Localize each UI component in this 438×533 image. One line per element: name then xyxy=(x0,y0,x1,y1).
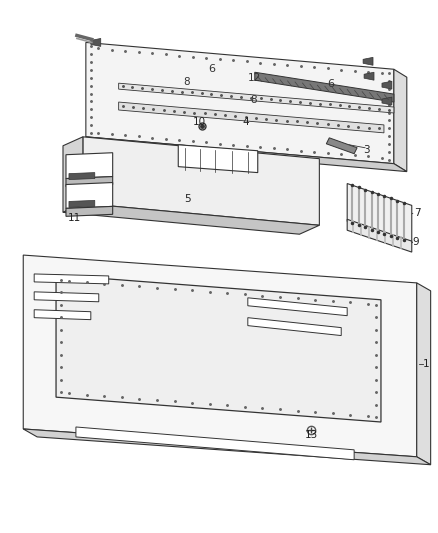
Text: 13: 13 xyxy=(304,430,318,440)
Text: 10: 10 xyxy=(193,117,206,127)
Polygon shape xyxy=(23,429,431,465)
Polygon shape xyxy=(23,255,417,457)
Polygon shape xyxy=(56,275,381,422)
Text: 9: 9 xyxy=(413,237,420,247)
Text: 5: 5 xyxy=(184,195,191,205)
Polygon shape xyxy=(86,137,407,172)
Polygon shape xyxy=(69,200,95,207)
Polygon shape xyxy=(66,206,113,216)
Text: 3: 3 xyxy=(363,145,370,155)
Polygon shape xyxy=(34,274,109,284)
Polygon shape xyxy=(363,58,373,65)
Text: 1: 1 xyxy=(423,359,429,369)
Polygon shape xyxy=(119,102,384,133)
Polygon shape xyxy=(382,97,392,105)
Polygon shape xyxy=(91,38,101,46)
Polygon shape xyxy=(382,81,392,89)
Polygon shape xyxy=(69,173,95,180)
Polygon shape xyxy=(34,310,91,320)
Polygon shape xyxy=(66,182,113,208)
Polygon shape xyxy=(255,72,394,102)
Polygon shape xyxy=(63,137,83,212)
Polygon shape xyxy=(248,298,347,316)
Text: 4: 4 xyxy=(243,117,250,127)
Polygon shape xyxy=(63,204,319,234)
Polygon shape xyxy=(394,69,407,172)
Polygon shape xyxy=(326,138,357,154)
Text: 11: 11 xyxy=(68,213,81,223)
Polygon shape xyxy=(66,176,113,187)
Polygon shape xyxy=(347,219,412,252)
Polygon shape xyxy=(364,72,374,80)
Polygon shape xyxy=(347,183,412,243)
Text: 12: 12 xyxy=(248,73,261,83)
Polygon shape xyxy=(83,137,319,225)
Polygon shape xyxy=(119,83,394,113)
Polygon shape xyxy=(417,283,431,465)
Polygon shape xyxy=(86,43,394,164)
Text: 7: 7 xyxy=(414,208,420,219)
Polygon shape xyxy=(34,292,99,302)
Text: 6: 6 xyxy=(327,79,334,89)
Polygon shape xyxy=(178,145,258,173)
Polygon shape xyxy=(66,153,113,179)
Polygon shape xyxy=(76,427,354,460)
Text: 8: 8 xyxy=(183,77,190,87)
Text: 8: 8 xyxy=(250,95,256,105)
Polygon shape xyxy=(248,318,341,336)
Text: 6: 6 xyxy=(208,64,215,74)
